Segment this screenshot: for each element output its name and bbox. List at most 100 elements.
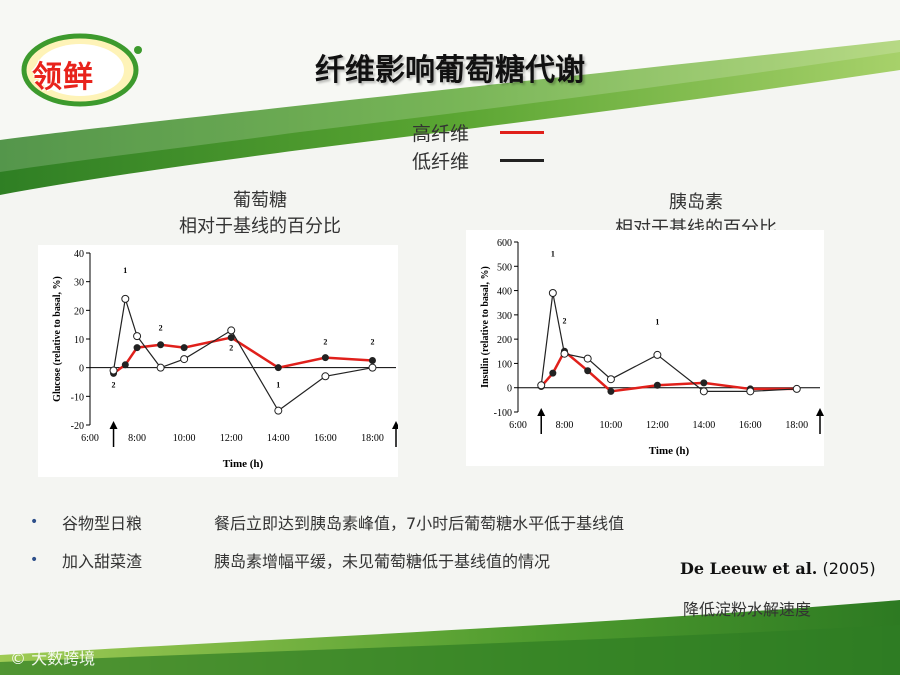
legend-item-high-fiber: 高纤维 [412,118,544,146]
x-axis-label: Time (h) [223,458,264,470]
bullet-desc: 餐后立即达到胰岛素峰值，7小时后葡萄糖水平低于基线值 [214,514,625,533]
bullet-icon: • [30,514,39,530]
series-line-low-fiber [540,292,797,392]
y-tick-label: 400 [497,287,512,298]
y-tick-label: 300 [497,311,512,322]
y-tick-label: 10 [74,335,84,346]
legend-label: 高纤维 [412,122,470,145]
data-point-high-fiber [653,381,661,389]
data-point-high-fiber [321,354,329,362]
glucose-heading-line1: 葡萄糖 [233,190,287,211]
significance-label: 2 [229,343,233,352]
page-title: 纤维影响葡萄糖代谢 [315,53,585,88]
series-line-low-fiber [112,298,373,412]
x-tick-label: 12:00 [646,420,669,431]
bullet-icon: • [30,552,39,568]
significance-label: 2 [562,316,566,325]
x-axis-label: Time (h) [649,445,690,457]
data-point-high-fiber [121,361,129,369]
y-tick-label: 600 [497,238,512,249]
data-point-low-fiber [180,355,189,364]
significance-label: 1 [276,381,280,390]
data-point-low-fiber [227,326,236,335]
meal-arrow-head [109,421,118,429]
y-tick-label: 40 [74,249,84,260]
data-point-high-fiber [133,344,141,352]
meal-arrow-head [816,408,824,416]
significance-label: 1 [123,266,127,275]
significance-label: 1 [655,318,659,327]
bullet-term: 谷物型日粮 [62,514,143,533]
data-point-high-fiber [549,369,557,377]
bullet-item: • 谷物型日粮 餐后立即达到胰岛素峰值，7小时后葡萄糖水平低于基线值 [30,503,624,541]
y-axis-label: Glucose (relative to basal, %) [52,276,63,402]
data-point-high-fiber [368,357,376,364]
y-tick-label: 200 [497,335,512,346]
data-point-low-fiber [537,381,546,390]
significance-label: 2 [370,338,374,347]
data-point-low-fiber [792,384,801,393]
citation-year: (2005) [822,559,876,578]
y-tick-label: 100 [497,359,512,370]
meal-arrow-head [537,408,546,416]
legend: 高纤维 低纤维 [412,118,544,174]
y-tick-label: 20 [74,306,84,317]
significance-label: 2 [159,323,163,332]
legend-swatch-red [500,130,544,134]
data-point-low-fiber [133,332,142,341]
data-point-low-fiber [321,372,330,381]
x-tick-label: 16:00 [739,420,762,431]
citation: De Leeuw et al. (2005) [680,559,876,578]
x-tick-label: 10:00 [173,433,196,444]
x-tick-label: 12:00 [220,433,243,444]
x-tick-label: 8:00 [128,433,146,444]
glucose-heading-line2: 相对于基线的百分比 [179,216,341,237]
legend-swatch-black [500,158,544,162]
x-tick-label: 10:00 [600,420,623,431]
note-text: 降低淀粉水解速度 [683,600,812,619]
data-point-low-fiber [109,366,118,375]
y-axis-label: Insulin (relative to basal, %) [480,266,491,388]
x-tick-label: 16:00 [314,433,337,444]
data-point-high-fiber [607,387,615,395]
data-point-low-fiber [583,354,592,363]
insulin-chart-svg: -100 0 100 200 300 400 500 600 6:00 8:00 10:00 12:0… [480,238,824,457]
significance-label: 2 [112,381,116,390]
insulin-heading-line1: 胰岛素 [669,192,723,213]
data-point-high-fiber [157,341,165,349]
x-tick-label: 14:00 [267,433,290,444]
y-tick-label: 30 [74,278,84,289]
data-point-low-fiber [560,349,569,358]
data-point-low-fiber [156,363,165,372]
meal-arrow-head [392,421,400,429]
data-point-low-fiber [653,350,662,359]
data-point-low-fiber [746,387,755,396]
logo-badge [21,33,142,107]
glucose-chart-heading: 葡萄糖 相对于基线的百分比 [140,188,380,240]
y-tick-label: 500 [497,262,512,273]
significance-label: 1 [551,250,555,259]
data-point-low-fiber [274,406,283,415]
y-tick-label: -10 [71,392,84,403]
y-tick-label: 0 [79,364,84,375]
bullet-term: 加入甜菜渣 [62,552,143,571]
insulin-chart: -100 0 100 200 300 400 500 600 6:00 8:00 10:00 12:0… [466,230,824,466]
glucose-chart: -20 -10 0 10 20 30 40 6:00 8:00 10:00 12:00 14:00 16… [38,245,400,477]
data-point-high-fiber [274,364,282,372]
x-tick-label: 18:00 [361,433,384,444]
x-tick-label: 6:00 [81,433,99,444]
legend-label: 低纤维 [412,150,470,173]
watermark-text: 大数跨境 [31,649,96,668]
y-tick-label: -20 [71,421,84,432]
bullet-list: • 谷物型日粮 餐后立即达到胰岛素峰值，7小时后葡萄糖水平低于基线值 • 加入甜… [30,503,624,579]
data-point-low-fiber [606,375,615,384]
logo-text: 领鲜 [32,60,94,95]
data-point-high-fiber [700,379,708,387]
data-point-high-fiber [227,334,235,342]
significance-label: 2 [323,338,327,347]
glucose-chart-svg: -20 -10 0 10 20 30 40 6:00 8:00 10:00 12:00 14:00 16… [52,249,400,470]
data-point-high-fiber [584,367,592,375]
legend-item-low-fiber: 低纤维 [412,146,544,174]
watermark-icon: © [10,649,26,668]
citation-author: De Leeuw et al. [680,559,818,578]
